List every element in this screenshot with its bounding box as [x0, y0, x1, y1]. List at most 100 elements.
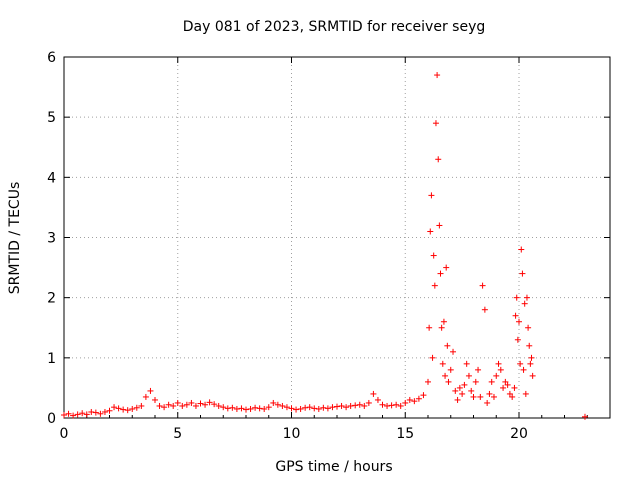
y-tick-label: 2: [47, 291, 56, 307]
data-point: [133, 404, 140, 411]
data-point: [506, 390, 513, 397]
data-point: [197, 400, 204, 407]
data-point: [522, 390, 529, 397]
y-tick-label: 1: [47, 351, 56, 367]
y-tick-label: 4: [47, 170, 56, 186]
data-point: [384, 402, 391, 409]
data-point: [329, 404, 336, 411]
data-point: [79, 410, 86, 417]
data-point: [111, 404, 118, 411]
data-point: [379, 401, 386, 408]
data-point: [518, 246, 525, 253]
data-point: [147, 387, 154, 394]
x-tick-label: 15: [396, 426, 414, 442]
data-point: [320, 404, 327, 411]
data-point: [525, 324, 532, 331]
data-point: [440, 318, 447, 325]
data-point: [516, 318, 522, 325]
data-point: [415, 395, 422, 402]
data-point: [402, 399, 409, 406]
data-point: [388, 402, 395, 409]
data-point: [435, 156, 442, 163]
data-point: [70, 412, 77, 419]
data-point: [297, 405, 304, 412]
data-point: [504, 381, 511, 388]
data-point: [463, 360, 470, 367]
axis-ticks: [63, 56, 610, 419]
data-point: [511, 384, 518, 391]
data-point: [161, 404, 168, 411]
axis-tick-labels: 0 5 10 15 20 0 1 2 3 4 5 6: [47, 50, 528, 442]
data-point: [206, 399, 213, 406]
data-point: [477, 393, 484, 400]
data-point: [188, 399, 195, 406]
data-point: [397, 402, 404, 409]
y-tick-label: 6: [47, 50, 56, 66]
data-point: [142, 393, 149, 400]
data-point: [520, 366, 527, 373]
data-point: [165, 401, 172, 408]
data-point: [465, 372, 472, 379]
data-point: [479, 282, 486, 289]
data-point: [526, 342, 533, 349]
data-point: [484, 399, 491, 406]
data-point: [514, 336, 521, 343]
data-point: [425, 378, 431, 385]
data-point: [65, 410, 72, 417]
data-point: [211, 401, 218, 408]
data-point: [179, 402, 186, 409]
x-tick-label: 10: [283, 426, 301, 442]
data-point: [120, 406, 127, 413]
data-point: [529, 372, 536, 379]
data-point: [437, 270, 444, 277]
data-point: [247, 405, 254, 412]
data-point: [509, 393, 516, 400]
data-point: [430, 252, 437, 259]
data-point: [523, 294, 530, 301]
data-point: [88, 408, 95, 415]
data-point: [306, 404, 313, 411]
data-point: [493, 372, 500, 379]
data-point: [174, 399, 181, 406]
data-point: [521, 300, 528, 307]
data-point: [311, 405, 318, 412]
data-point: [513, 294, 520, 301]
data-point: [481, 306, 488, 313]
data-point: [502, 378, 509, 385]
data-point: [347, 402, 354, 409]
data-point: [512, 312, 519, 319]
data-point: [101, 408, 108, 415]
data-point: [475, 366, 482, 373]
data-point: [427, 228, 434, 235]
data-point: [517, 360, 524, 367]
data-point: [527, 360, 534, 367]
data-point: [361, 402, 368, 409]
data-point: [406, 396, 413, 403]
data-point: [220, 404, 227, 411]
data-point: [432, 120, 439, 127]
data-point: [519, 270, 526, 277]
data-point: [170, 402, 177, 409]
x-tick-label: 20: [510, 426, 528, 442]
x-axis-label: GPS time / hours: [275, 459, 392, 475]
data-point: [461, 381, 468, 388]
data-point: [426, 324, 433, 331]
data-point: [252, 404, 259, 411]
data-point: [215, 402, 222, 409]
data-point: [233, 405, 240, 412]
data-point: [293, 406, 300, 413]
data-point: [115, 405, 122, 412]
data-point: [454, 396, 461, 403]
data-point: [279, 402, 286, 409]
y-tick-label: 3: [47, 231, 56, 247]
data-point: [152, 396, 158, 403]
data-point: [495, 360, 502, 367]
data-point: [315, 405, 322, 412]
data-point: [334, 403, 340, 410]
data-point: [500, 384, 507, 391]
data-point: [324, 405, 331, 412]
data-point: [343, 404, 350, 411]
data-point: [450, 348, 457, 355]
data-point: [490, 393, 497, 400]
